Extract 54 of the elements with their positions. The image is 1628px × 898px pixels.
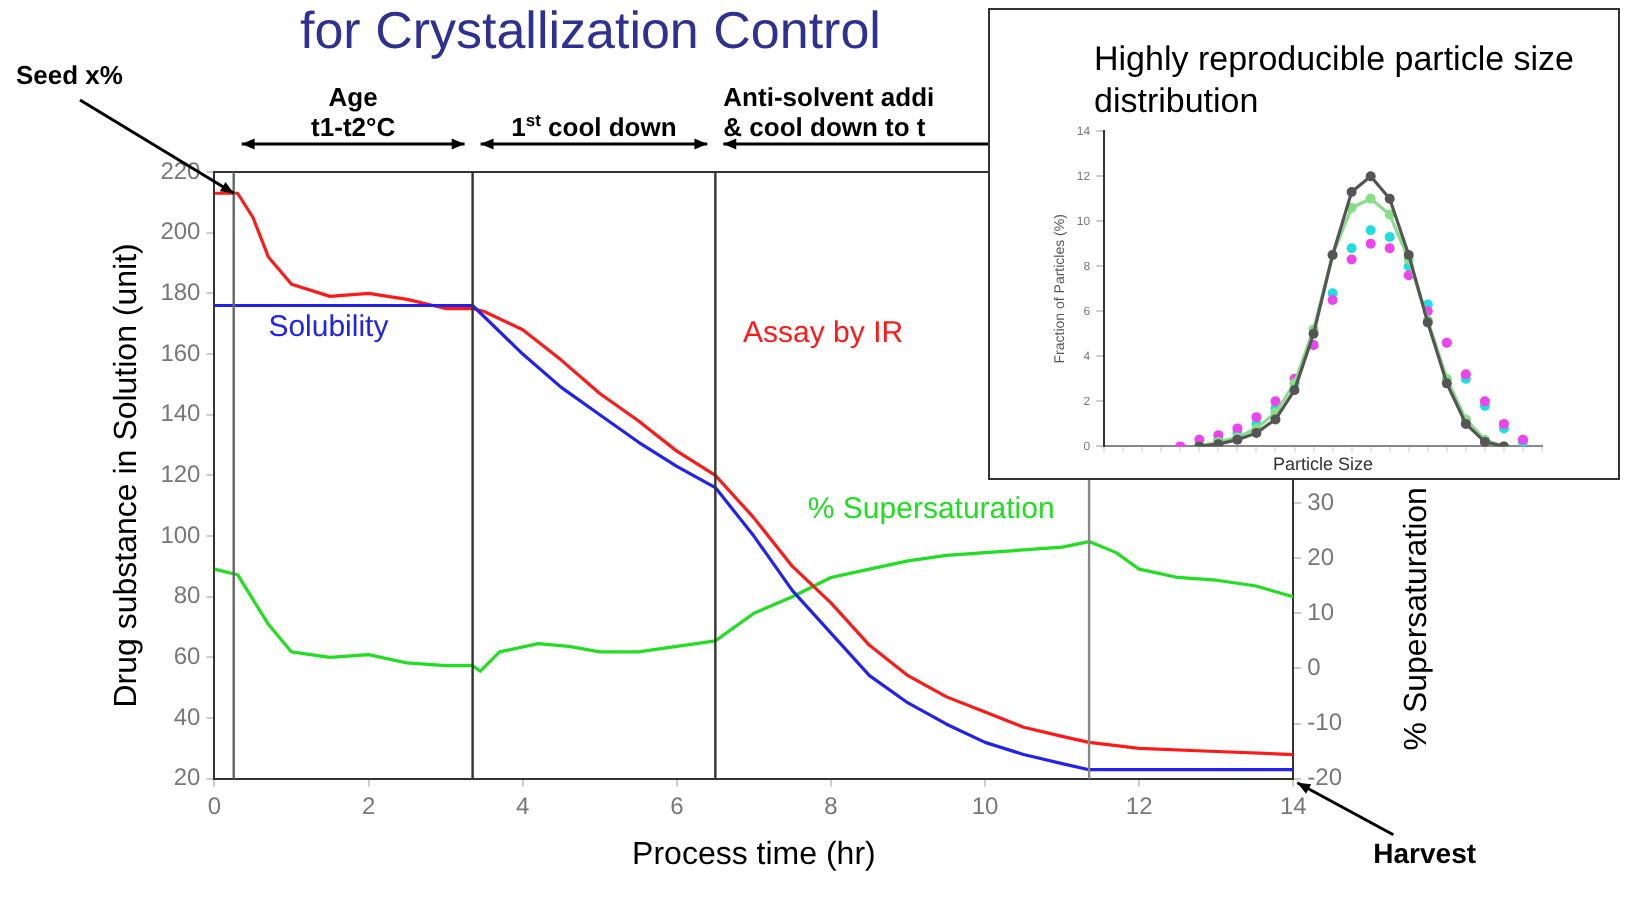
chart-title: for Crystallization Control — [300, 0, 881, 62]
y2-axis-title: % Supersaturation — [1400, 487, 1435, 751]
y-tick-label: 100 — [160, 520, 202, 549]
y-tick-label: 120 — [160, 460, 202, 489]
y-tick-label: 200 — [160, 217, 202, 246]
text: Anti-solvent addi & cool down to t — [723, 82, 935, 142]
y-tick-label: 180 — [160, 277, 202, 306]
point — [1365, 171, 1376, 182]
point — [1346, 254, 1357, 265]
point — [1384, 232, 1395, 243]
text: Assay by IR — [743, 315, 904, 350]
x-axis-title: Particle Size — [1273, 454, 1374, 475]
x-axis-title: Process time (hr) — [632, 837, 876, 872]
annotation: Harvest — [1373, 836, 1477, 869]
point — [1327, 295, 1338, 306]
y-tick-label: 160 — [160, 338, 202, 367]
x-tick-label: 2 — [361, 791, 376, 820]
x-tick-label: 4 — [516, 791, 530, 820]
point — [1365, 193, 1376, 204]
x-tick-label: 12 — [1125, 791, 1154, 820]
x-tick-label: 10 — [971, 791, 1000, 820]
point — [1346, 243, 1357, 254]
x-tick-label: 6 — [670, 791, 685, 820]
y2-tick-label: 0 — [1307, 653, 1322, 682]
point — [1498, 418, 1509, 429]
point — [1346, 186, 1357, 197]
point — [1365, 238, 1376, 249]
series-label: % Supersaturation — [807, 491, 1055, 526]
point — [1384, 193, 1395, 204]
point — [1384, 243, 1395, 254]
point — [1365, 225, 1376, 236]
point — [1270, 396, 1281, 407]
point — [1270, 414, 1281, 425]
y-axis-title: Drug substance in Solution (unit) — [110, 243, 145, 708]
x-tick-label: 14 — [1279, 791, 1308, 820]
y2-tick-label: 10 — [1307, 597, 1335, 626]
point — [1251, 412, 1262, 423]
y2-tick-label: -20 — [1307, 763, 1343, 792]
y-tick-label: 40 — [173, 702, 202, 731]
y2-tick-label: 30 — [1307, 487, 1335, 516]
x-tick-label: 0 — [207, 791, 222, 820]
y2-tick-label: 20 — [1307, 542, 1335, 571]
series-label: Solubility — [268, 309, 390, 344]
y-tick-label: 60 — [173, 642, 202, 671]
annotation: Seed x% — [16, 60, 124, 90]
y2-tick-label: -10 — [1307, 708, 1343, 737]
point — [1441, 378, 1452, 389]
chart-title: Highly reproducible particle size distribution — [1094, 38, 1577, 122]
x-tick-label: 8 — [824, 791, 839, 820]
text: Age t1-t2°C — [311, 82, 397, 142]
y-tick-label: 80 — [173, 581, 202, 610]
y-tick-label: 140 — [160, 399, 202, 428]
point — [1289, 385, 1300, 396]
y-tick-label: 20 — [173, 763, 202, 792]
